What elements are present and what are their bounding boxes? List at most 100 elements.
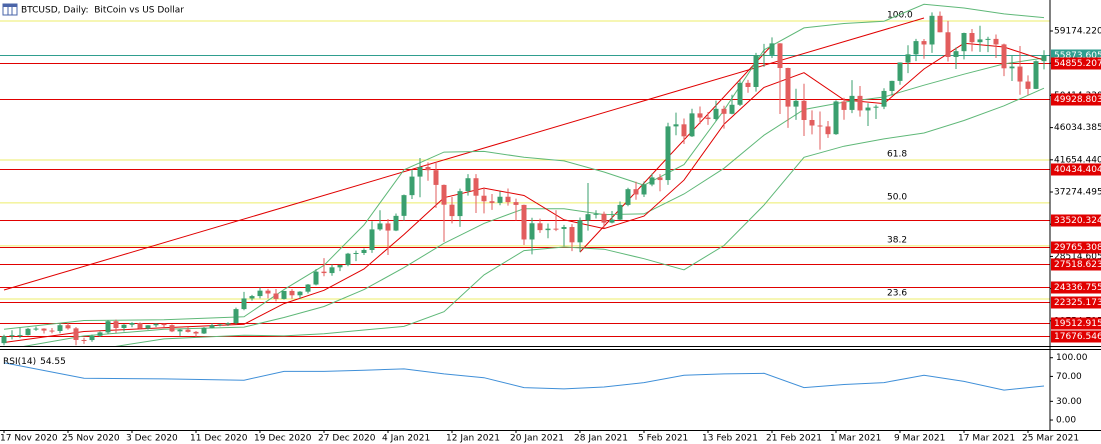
candle-body xyxy=(169,325,175,332)
candle-body xyxy=(33,328,39,330)
candle-body xyxy=(401,195,407,216)
candle-body xyxy=(721,108,727,114)
level-box xyxy=(1051,330,1101,343)
candle-body xyxy=(777,43,783,69)
level-label: 40434.404 xyxy=(1054,165,1101,175)
level-box xyxy=(1051,93,1101,106)
candle-body xyxy=(89,335,95,341)
candle-body xyxy=(425,167,431,171)
x-tick-label: 25 Nov 2020 xyxy=(62,434,120,444)
candle-body xyxy=(505,196,511,203)
candle-body xyxy=(873,106,879,108)
candle-body xyxy=(697,113,703,118)
candle-body xyxy=(57,325,63,332)
candle-body xyxy=(849,95,855,110)
candle-body xyxy=(929,15,935,45)
level-label: 27518.623 xyxy=(1054,260,1101,270)
candle-body xyxy=(1041,55,1047,62)
y-tick-label: 28514.605 xyxy=(1054,252,1101,262)
candle-body xyxy=(753,55,759,87)
x-tick-label: 12 Jan 2021 xyxy=(446,434,500,444)
candle-body xyxy=(521,204,527,240)
candle-body xyxy=(881,90,887,107)
candle-body xyxy=(977,39,983,43)
candle-body xyxy=(233,309,239,324)
candle-body xyxy=(801,100,807,120)
candle-body xyxy=(73,328,79,340)
x-tick-label: 19 Dec 2020 xyxy=(254,434,312,444)
candle-body xyxy=(457,191,463,217)
level-label: 22325.173 xyxy=(1054,298,1101,308)
rsi-line xyxy=(3,362,1045,391)
rsi-tick-label: 30.00 xyxy=(1056,397,1082,407)
candle-body xyxy=(137,323,143,329)
candle-body xyxy=(785,68,791,107)
candle-body xyxy=(985,38,991,40)
candle-body xyxy=(441,184,447,205)
candle-body xyxy=(81,339,87,341)
x-tick-label: 3 Dec 2020 xyxy=(126,434,178,444)
candle-body xyxy=(737,82,743,105)
candle-body xyxy=(993,38,999,45)
candle-body xyxy=(105,321,111,333)
y-tick-label: 59174.220 xyxy=(1054,26,1101,36)
candle-body xyxy=(273,293,279,299)
candle-body xyxy=(65,325,71,329)
candle-body xyxy=(729,104,735,114)
candle-body xyxy=(945,32,951,57)
level-label: 49928.803 xyxy=(1054,95,1101,105)
rsi-label: RSI(14) 54.55 xyxy=(3,357,66,367)
x-tick-label: 28 Jan 2021 xyxy=(574,434,628,444)
candle-body xyxy=(377,223,383,230)
candle-body xyxy=(449,204,455,217)
candle-body xyxy=(1017,66,1023,82)
candle-body xyxy=(121,324,127,328)
candle-body xyxy=(689,113,695,137)
x-tick-label: 11 Dec 2020 xyxy=(190,434,248,444)
candle-body xyxy=(145,325,151,329)
candle-body xyxy=(545,228,551,231)
candle-body xyxy=(41,328,47,331)
candle-body xyxy=(409,176,415,196)
header: BTCUSD, Daily: BitCoin vs US Dollar xyxy=(2,3,184,16)
candle-body xyxy=(17,335,23,337)
rsi-pane xyxy=(3,362,1045,391)
rsi-value: 54.55 xyxy=(40,357,66,367)
candle-body xyxy=(889,80,895,91)
candle-body xyxy=(745,82,751,87)
candle-body xyxy=(1033,61,1039,89)
level-box xyxy=(1051,214,1101,227)
candle-body xyxy=(265,290,271,294)
x-tick-label: 5 Feb 2021 xyxy=(638,434,688,444)
candle-body xyxy=(969,33,975,43)
indicator-line xyxy=(115,87,1045,346)
candle-body xyxy=(25,328,31,336)
candle-body xyxy=(553,228,559,230)
fib-label: 38.2 xyxy=(887,235,907,245)
level-box xyxy=(1051,258,1101,271)
x-tick-label: 17 Nov 2020 xyxy=(0,434,58,444)
candle-body xyxy=(713,108,719,120)
candle-body xyxy=(601,213,607,223)
candle-body xyxy=(489,201,495,203)
candle-body xyxy=(481,195,487,202)
fib-label: 23.6 xyxy=(887,288,907,298)
y-tick-label: 41654.440 xyxy=(1054,155,1101,165)
level-label: 19512.915 xyxy=(1054,319,1101,329)
candle-body xyxy=(761,54,767,56)
candle-body xyxy=(497,196,503,203)
candle-body xyxy=(433,170,439,185)
level-label: 33520.324 xyxy=(1054,216,1101,226)
level-box xyxy=(1051,163,1101,176)
rsi-tick-label: 70.00 xyxy=(1056,372,1082,382)
candle-body xyxy=(769,43,775,55)
candle-body xyxy=(577,220,583,243)
candle-body xyxy=(833,101,839,135)
candle-body xyxy=(841,101,847,110)
candle-body xyxy=(641,184,647,195)
level-label: 55873.605 xyxy=(1054,51,1101,61)
candle-body xyxy=(569,227,575,243)
x-tick-label: 21 Feb 2021 xyxy=(766,434,822,444)
